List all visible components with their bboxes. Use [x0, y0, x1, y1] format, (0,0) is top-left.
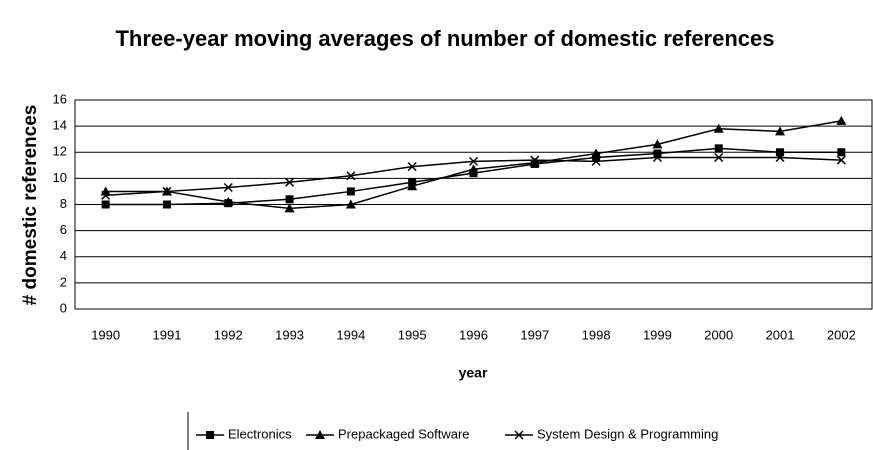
marker: [837, 148, 846, 157]
marker: [652, 152, 662, 163]
marker: [591, 148, 602, 158]
marker: [285, 177, 295, 187]
marker: [101, 190, 111, 200]
marker: [468, 156, 479, 166]
marker: [162, 186, 172, 196]
marker: [223, 182, 233, 193]
marker: [223, 196, 234, 206]
marker: [101, 200, 110, 209]
marker: [407, 162, 417, 172]
legend-label: Prepackaged Software: [338, 426, 470, 441]
marker: [776, 148, 785, 157]
y-tick-label: 10: [53, 170, 67, 185]
marker: [346, 187, 355, 196]
y-tick-label: 2: [60, 274, 67, 289]
legend-label: Electronics: [228, 426, 292, 441]
marker: [652, 139, 663, 149]
marker: [836, 155, 846, 165]
x-axis-title: year: [459, 365, 488, 381]
marker: [530, 155, 540, 165]
x-tick-label: 1992: [214, 327, 243, 342]
marker: [714, 152, 724, 163]
marker: [775, 126, 786, 136]
y-tick-label: 0: [60, 300, 67, 315]
x-tick-label: 1999: [643, 327, 672, 342]
marker: [653, 149, 662, 158]
marker: [713, 123, 724, 133]
marker: [529, 157, 540, 167]
y-tick-label: 8: [60, 196, 67, 211]
marker: [468, 164, 479, 174]
marker: [836, 115, 847, 125]
x-tick-label: 1991: [153, 327, 182, 342]
marker: [514, 430, 524, 440]
y-axis-title: # domestic references: [20, 105, 41, 306]
y-tick-label: 6: [60, 222, 67, 237]
marker: [206, 431, 214, 439]
x-tick-label: 1998: [582, 327, 611, 342]
marker: [775, 152, 785, 163]
plot-border: [74, 99, 873, 310]
marker: [345, 199, 356, 209]
x-tick-label: 2000: [704, 327, 733, 342]
marker: [407, 181, 418, 191]
chart-title: Three-year moving averages of number of …: [115, 26, 774, 51]
x-tick-label: 1997: [520, 327, 549, 342]
x-tick-label: 2001: [766, 327, 795, 342]
marker: [591, 156, 601, 166]
y-tick-label: 12: [53, 144, 67, 159]
marker: [285, 195, 294, 204]
x-tick-label: 1990: [91, 327, 120, 342]
x-tick-label: 1994: [336, 327, 365, 342]
y-tick-label: 4: [60, 248, 67, 263]
legend-label: System Design & Programming: [537, 426, 718, 441]
marker: [284, 203, 295, 213]
marker: [162, 200, 171, 209]
marker: [346, 171, 356, 181]
x-tick-label: 1993: [275, 327, 304, 342]
marker: [315, 430, 325, 439]
marker: [714, 144, 723, 153]
x-tick-label: 2002: [827, 327, 856, 342]
y-tick-label: 16: [53, 91, 67, 106]
x-tick-label: 1996: [459, 327, 488, 342]
x-tick-label: 1995: [398, 327, 427, 342]
y-tick-label: 14: [53, 118, 67, 133]
